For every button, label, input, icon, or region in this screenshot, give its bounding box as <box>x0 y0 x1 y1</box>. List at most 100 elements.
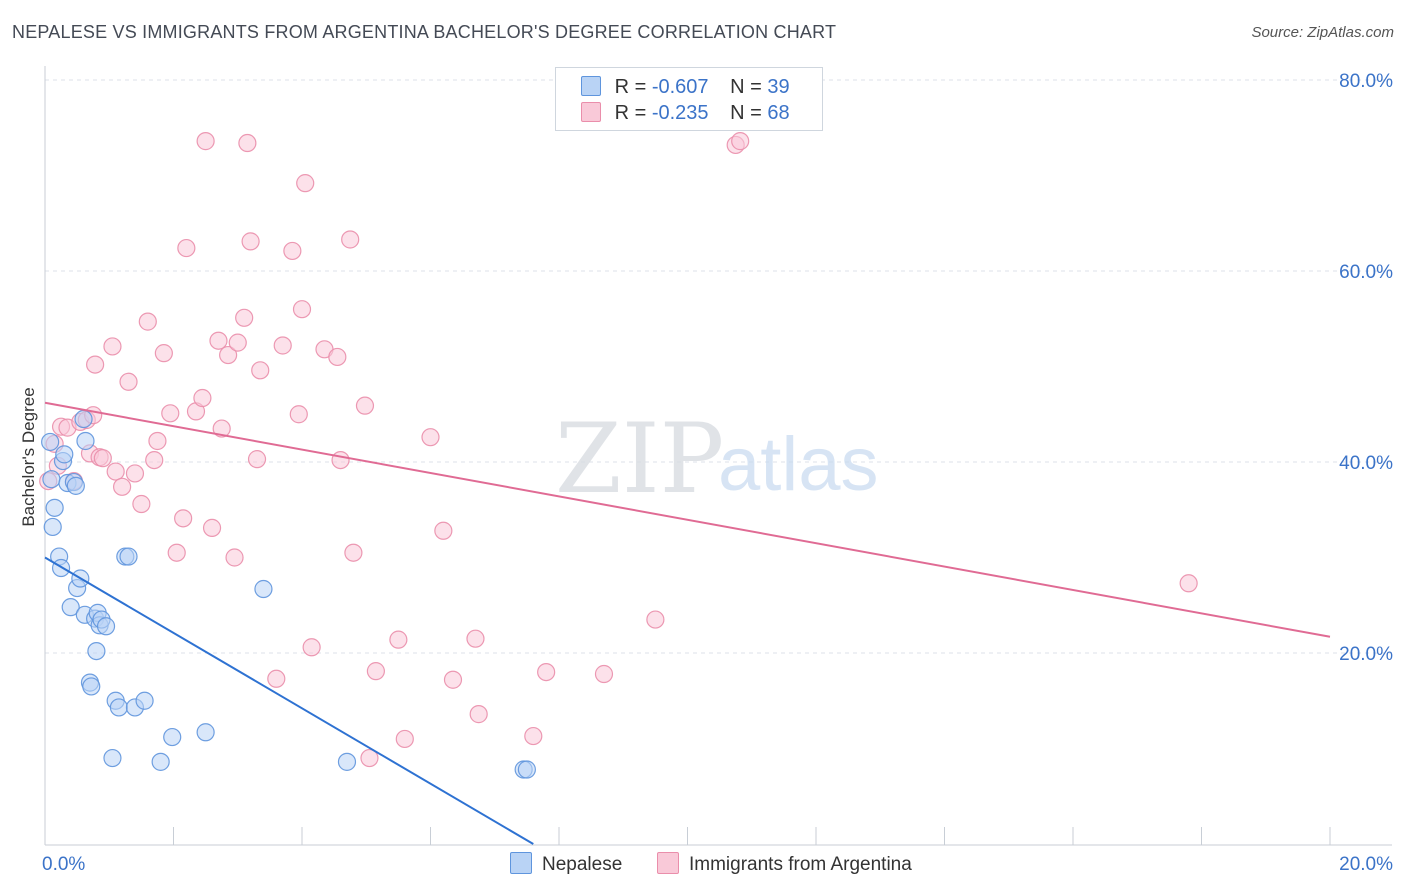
nepalese-point <box>103 748 122 768</box>
argentina-point <box>228 333 247 352</box>
nepalese-point <box>76 431 95 451</box>
argentina-point <box>466 629 485 648</box>
argentina-point <box>469 705 488 724</box>
argentina-point <box>219 345 238 365</box>
argentina-trend-line <box>44 401 1331 638</box>
legend-n-value: 39 <box>767 76 790 98</box>
bottom-legend-argentina: Immigrants from Argentina <box>657 852 912 876</box>
x-tick-label: 20.0% <box>1339 854 1393 875</box>
argentina-point <box>594 664 614 684</box>
nepalese-point <box>196 723 215 742</box>
legend-n-label: N = <box>730 76 762 98</box>
argentina-point <box>1179 574 1198 593</box>
argentina-point <box>389 630 408 649</box>
argentina-point <box>125 464 145 483</box>
nepalese-point <box>96 617 116 636</box>
legend-row-nepalese: R = -0.607 N = 39 <box>581 76 790 100</box>
argentina-point <box>148 431 167 451</box>
argentina-point <box>273 336 292 355</box>
argentina-point <box>289 405 308 424</box>
argentina-point <box>212 419 231 438</box>
bottom-legend-swatch-nepalese <box>510 852 532 874</box>
argentina-point <box>731 132 750 151</box>
argentina-point <box>646 610 665 629</box>
nepalese-point <box>119 547 138 566</box>
chart-title: NEPALESE VS IMMIGRANTS FROM ARGENTINA BA… <box>12 22 837 42</box>
argentina-point <box>119 372 138 391</box>
argentina-point <box>145 450 164 470</box>
argentina-point <box>86 355 105 374</box>
argentina-point <box>93 449 112 468</box>
legend-n-label: N = <box>730 102 762 124</box>
nepalese-point <box>87 641 106 661</box>
nepalese-point <box>135 691 154 710</box>
watermark-zip: ZIP <box>555 403 724 515</box>
argentina-point <box>302 638 321 657</box>
nepalese-point <box>43 517 62 537</box>
nepalese-point <box>55 445 74 464</box>
argentina-point <box>328 347 347 367</box>
argentina-point <box>177 238 196 258</box>
legend-swatch-nepalese <box>581 76 601 96</box>
argentina-point <box>344 543 363 562</box>
argentina-point <box>292 300 312 319</box>
trend-lines <box>44 401 1331 845</box>
bottom-legend-label-nepalese: Nepalese <box>542 854 623 875</box>
argentina-point <box>209 331 228 350</box>
bottom-legend-swatch-argentina <box>657 852 679 874</box>
bottom-legend-label-argentina: Immigrants from Argentina <box>689 854 912 875</box>
argentina-point <box>331 450 350 470</box>
nepalese-point <box>42 470 61 489</box>
argentina-point <box>355 396 375 415</box>
argentina-point <box>196 132 215 151</box>
argentina-point <box>247 450 267 469</box>
axis-labels: 20.0% 40.0% 60.0% 80.0% 0.0% 20.0% Bachelor's … <box>19 71 1393 875</box>
legend-swatch-argentina <box>581 102 601 122</box>
argentina-point <box>434 521 453 540</box>
argentina-point <box>202 518 222 537</box>
argentina-point <box>296 174 315 193</box>
nepalese-point <box>41 432 60 452</box>
argentina-point <box>241 232 260 251</box>
argentina-point <box>421 428 440 447</box>
nepalese-point <box>254 579 273 599</box>
bottom-legend-nepalese: Nepalese <box>510 852 622 876</box>
argentina-point <box>154 344 173 363</box>
y-tick-label: 20.0% <box>1339 644 1393 665</box>
argentina-point <box>395 729 414 749</box>
nepalese-point <box>74 409 93 429</box>
nepalese-point <box>66 476 85 495</box>
argentina-point <box>235 308 254 327</box>
argentina-point <box>174 509 193 528</box>
legend-n-value: 68 <box>767 102 790 124</box>
argentina-point <box>138 312 157 331</box>
source-credit: Source: ZipAtlas.com <box>1251 24 1394 41</box>
x-tick-label: 0.0% <box>42 854 85 875</box>
legend-r-label: R = <box>614 102 647 124</box>
nepalese-point <box>151 752 170 771</box>
legend-r-value: -0.235 <box>651 102 709 124</box>
watermark-atlas: atlas <box>718 422 879 507</box>
y-tick-label: 40.0% <box>1339 453 1393 474</box>
nepalese-point <box>163 727 182 747</box>
y-tick-label: 80.0% <box>1339 71 1393 92</box>
argentina-point <box>443 670 463 689</box>
y-axis-title: Bachelor's Degree <box>19 387 38 526</box>
argentina-point <box>112 477 132 496</box>
argentina-point <box>167 543 186 562</box>
nepalese-point <box>82 677 101 696</box>
legend-r-label: R = <box>614 76 647 98</box>
axes <box>44 66 1392 846</box>
argentina-point <box>238 133 257 153</box>
data-points <box>39 132 1198 779</box>
argentina-point <box>524 726 543 746</box>
argentina-point <box>193 388 212 408</box>
argentina-point <box>283 241 302 261</box>
argentina-point <box>251 361 270 380</box>
watermark: ZIP atlas <box>555 403 879 515</box>
legend-row-argentina: R = -0.235 N = 68 <box>581 102 790 126</box>
nepalese-point <box>45 498 64 517</box>
nepalese-point <box>337 752 357 771</box>
nepalese-point <box>517 760 536 779</box>
